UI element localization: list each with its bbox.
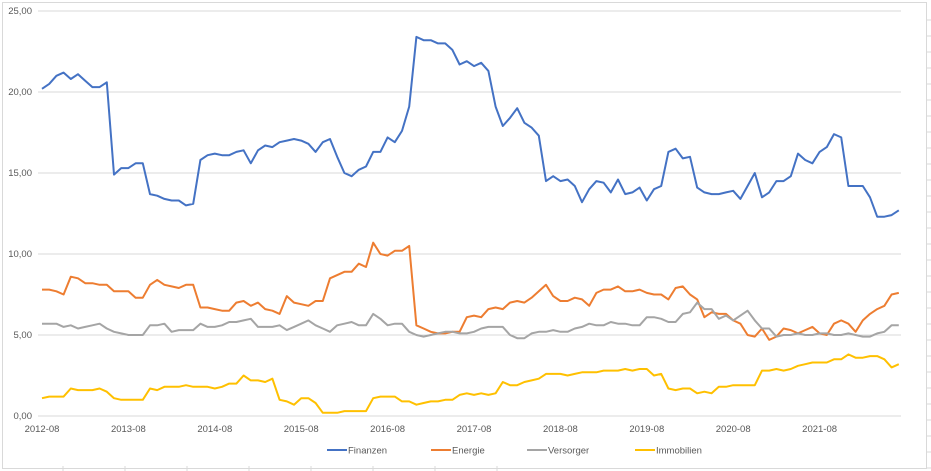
x-tick-label: 2015-08 bbox=[284, 424, 319, 435]
x-tick-label: 2020-08 bbox=[716, 424, 751, 435]
y-tick-label: 0,00 bbox=[14, 411, 33, 422]
legend: Finanzen Energie Versorger Immobilien bbox=[327, 446, 702, 457]
y-axis-ticks: 0,00 5,00 10,00 15,00 20,00 25,00 bbox=[8, 6, 32, 422]
legend-item-versorger[interactable]: Versorger bbox=[527, 446, 589, 457]
y-tick-label: 10,00 bbox=[8, 249, 32, 260]
series-line-versorger bbox=[42, 301, 899, 340]
x-axis-ticks: 2012-08 2013-08 2014-08 2015-08 2016-08 2017-… bbox=[25, 424, 837, 435]
legend-label: Energie bbox=[452, 446, 485, 457]
y-tick-label: 15,00 bbox=[8, 168, 32, 179]
legend-label: Immobilien bbox=[656, 446, 702, 457]
series-line-energie bbox=[42, 241, 900, 341]
y-tick-label: 20,00 bbox=[8, 87, 32, 98]
legend-label: Versorger bbox=[548, 446, 589, 457]
x-tick-label: 2017-08 bbox=[457, 424, 492, 435]
series-lines bbox=[41, 35, 900, 414]
legend-item-energie[interactable]: Energie bbox=[431, 446, 485, 457]
legend-item-finanzen[interactable]: Finanzen bbox=[327, 446, 387, 457]
legend-label: Finanzen bbox=[348, 446, 387, 457]
gridlines bbox=[38, 10, 931, 471]
series-line-immobilien bbox=[41, 353, 900, 414]
x-tick-label: 2013-08 bbox=[111, 424, 146, 435]
x-tick-label: 2019-08 bbox=[629, 424, 664, 435]
x-tick-label: 2021-08 bbox=[802, 424, 837, 435]
x-tick-label: 2016-08 bbox=[370, 424, 405, 435]
x-tick-label: 2018-08 bbox=[543, 424, 578, 435]
y-tick-label: 25,00 bbox=[8, 6, 32, 17]
x-tick-label: 2014-08 bbox=[197, 424, 232, 435]
x-tick-label: 2012-08 bbox=[25, 424, 60, 435]
legend-item-immobilien[interactable]: Immobilien bbox=[635, 446, 702, 457]
series-line-finanzen bbox=[41, 35, 900, 218]
y-tick-label: 5,00 bbox=[14, 330, 33, 341]
